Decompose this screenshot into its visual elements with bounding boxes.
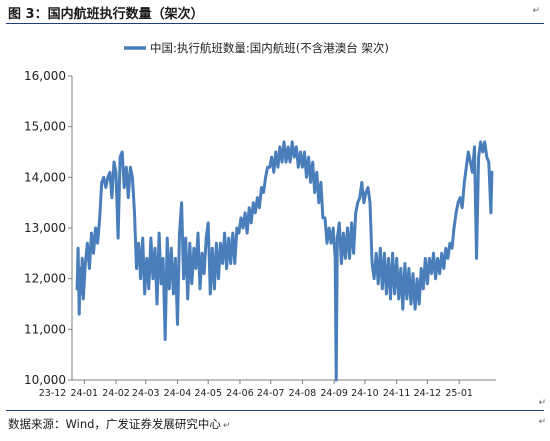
figure-title: 图 3：国内航班执行数量（架次） xyxy=(8,7,204,22)
series-line xyxy=(75,140,494,382)
paragraph-mark: ↵ xyxy=(222,421,231,431)
x-tick-label: 24-07 xyxy=(257,388,285,399)
paragraph-mark: ↵ xyxy=(538,398,546,408)
x-tick-label: 24-04 xyxy=(164,388,192,399)
x-tick-label: 24-09 xyxy=(320,388,348,399)
x-tick-label: 24-11 xyxy=(383,388,411,399)
paragraph-mark: ↵ xyxy=(538,417,546,427)
y-tick-label: 12,000 xyxy=(24,272,66,286)
figure-header: 图 3：国内航班执行数量（架次） ↵ xyxy=(6,2,544,24)
y-tick-label: 13,000 xyxy=(24,221,66,235)
source-text: 数据来源：Wind，广发证券发展研究中心 xyxy=(8,417,221,431)
y-tick-label: 10,000 xyxy=(24,373,66,387)
x-tick-label: 24-01 xyxy=(70,388,98,399)
x-tick-label: 24-03 xyxy=(132,388,160,399)
x-tick-label: 24-05 xyxy=(194,388,222,399)
x-tick-label: 24-06 xyxy=(226,388,254,399)
y-axis-tick-labels: 10,000 11,000 12,000 13,000 14,000 15,000 16,0… xyxy=(24,69,66,387)
x-tick-label: 25-01 xyxy=(445,388,473,399)
x-axis-tick-labels: 23-12 24-01 24-02 24-03 24-04 24-05 24-06 24-07… xyxy=(39,388,473,399)
chart-axes xyxy=(52,75,496,384)
chart-legend: 中国:执行航班数量:国内航班(不含港澳台 架次) xyxy=(124,41,389,55)
line-chart: 中国:执行航班数量:国内航班(不含港澳台 架次) 10,000 11,000 12,… xyxy=(24,41,496,399)
chart-series xyxy=(75,140,494,382)
paragraph-mark: ↵ xyxy=(532,6,540,16)
y-tick-label: 16,000 xyxy=(24,69,66,83)
legend-label: 中国:执行航班数量:国内航班(不含港澳台 架次) xyxy=(150,41,389,55)
y-tick-label: 11,000 xyxy=(24,322,66,336)
footer-divider xyxy=(6,410,544,411)
x-tick-label: 24-08 xyxy=(289,388,317,399)
title-divider xyxy=(6,23,544,24)
y-tick-label: 15,000 xyxy=(24,120,66,134)
y-tick-label: 14,000 xyxy=(24,170,66,184)
x-tick-label: 24-12 xyxy=(414,388,442,399)
x-tick-label: 24-10 xyxy=(351,388,379,399)
source-note: 数据来源：Wind，广发证券发展研究中心 ↵ xyxy=(8,416,230,432)
x-tick-label: 23-12 xyxy=(39,388,67,399)
x-tick-label: 24-02 xyxy=(102,388,130,399)
